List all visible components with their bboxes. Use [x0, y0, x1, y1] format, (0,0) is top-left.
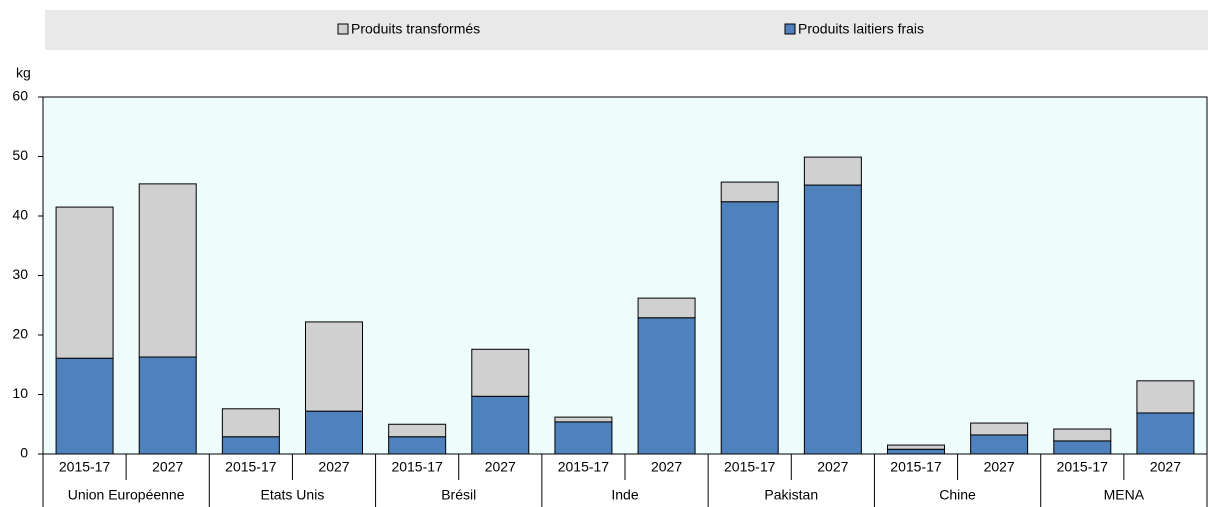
bar-segment [970, 422, 1029, 436]
bar-segment [1136, 412, 1195, 455]
x-tick-label: 2027 [152, 459, 183, 475]
x-tick-label: 2027 [817, 459, 848, 475]
x-tick-label: 2027 [318, 459, 349, 475]
group-label: Pakistan [764, 487, 818, 503]
x-tick-label: 2015-17 [558, 459, 610, 475]
bar-segment [138, 183, 197, 358]
bar-segment [138, 356, 197, 455]
bar-segment [305, 321, 363, 412]
bar-segment [221, 436, 280, 455]
bar-segment [388, 436, 447, 455]
bar-segment [471, 395, 530, 455]
group-label: MENA [1104, 487, 1145, 503]
x-tick-label: 2015-17 [59, 459, 111, 475]
legend-swatch [337, 23, 349, 35]
plot-area [42, 96, 1208, 455]
y-tick-label: 30 [12, 266, 28, 282]
y-tick-label: 20 [12, 326, 28, 342]
x-tick-label: 2015-17 [890, 459, 942, 475]
x-tick-label: 2027 [1150, 459, 1181, 475]
y-axis-unit: kg [16, 65, 31, 81]
x-tick-label: 2027 [984, 459, 1015, 475]
bar-segment [637, 297, 696, 319]
bar-segment [221, 408, 280, 438]
bar-segment [554, 416, 613, 423]
y-tick-label: 0 [20, 445, 28, 461]
bar-segment [388, 423, 447, 438]
legend-swatch [784, 23, 796, 35]
bar-segment [720, 201, 779, 455]
legend-label: Produits laitiers frais [798, 21, 924, 37]
legend-label: Produits transformés [351, 21, 480, 37]
bar-segment [803, 184, 862, 455]
group-label: Union Européenne [68, 487, 185, 503]
y-tick-label: 40 [12, 207, 28, 223]
bar-segment [305, 410, 363, 455]
bar-segment [887, 448, 945, 455]
x-tick-label: 2027 [651, 459, 682, 475]
bar-segment [970, 434, 1029, 455]
bar-segment [1053, 428, 1112, 442]
bar-segment [471, 348, 530, 397]
legend-band [45, 10, 1208, 50]
group-label: Inde [611, 487, 638, 503]
bar-segment [55, 357, 114, 455]
x-tick-label: 2027 [485, 459, 516, 475]
bar-segment [887, 444, 945, 450]
y-tick-label: 10 [12, 385, 28, 401]
group-label: Etats Unis [261, 487, 325, 503]
group-label: Brésil [441, 487, 476, 503]
bar-segment [1136, 380, 1195, 414]
bar-segment [803, 156, 862, 186]
y-tick-label: 60 [12, 88, 28, 104]
x-tick-label: 2015-17 [1057, 459, 1109, 475]
bar-segment [720, 181, 779, 203]
bar-segment [55, 206, 114, 359]
x-tick-label: 2015-17 [724, 459, 776, 475]
bar-segment [554, 421, 613, 455]
bar-segment [1053, 440, 1112, 455]
x-tick-label: 2015-17 [225, 459, 277, 475]
x-tick-label: 2015-17 [391, 459, 443, 475]
y-tick-label: 50 [12, 147, 28, 163]
bar-segment [637, 317, 696, 455]
group-label: Chine [939, 487, 976, 503]
